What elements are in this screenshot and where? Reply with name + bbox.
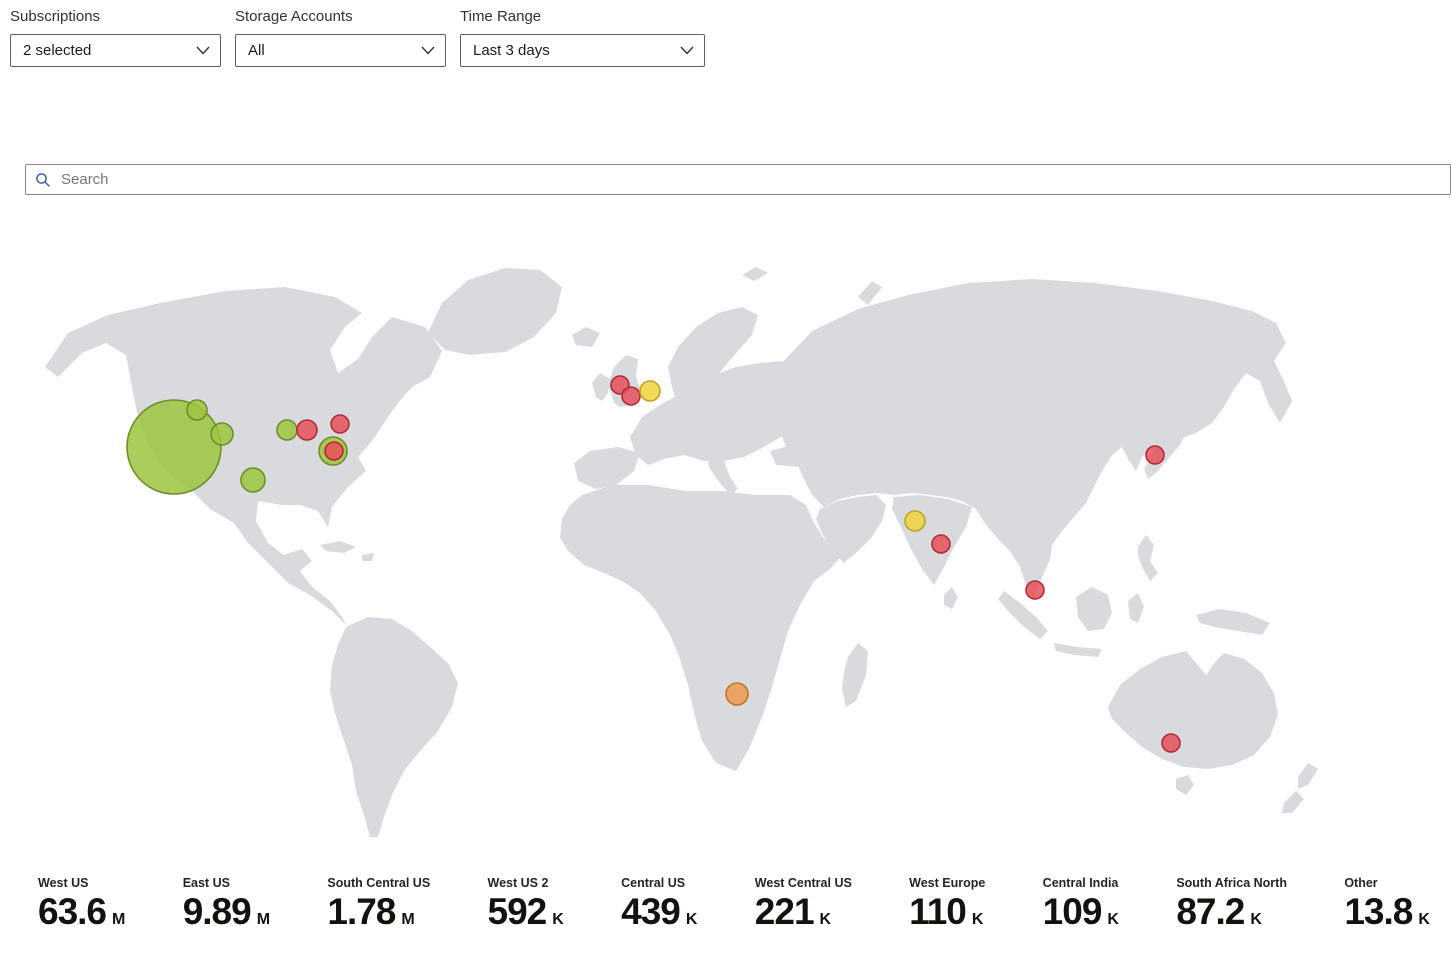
chevron-down-icon xyxy=(196,46,210,55)
metric-item: West Europe 110 K xyxy=(909,876,985,933)
map-bubble-red[interactable] xyxy=(296,419,318,441)
metric-unit: K xyxy=(1250,911,1262,928)
search-bar xyxy=(25,164,1451,195)
time-range-filter: Time Range Last 3 days xyxy=(460,8,705,67)
metric-value: 439 xyxy=(621,891,681,932)
metric-label: Central US xyxy=(621,876,686,890)
metric-value: 63.6 xyxy=(38,891,107,932)
map-bubble-yellow[interactable] xyxy=(904,510,926,532)
subscriptions-dropdown[interactable]: 2 selected xyxy=(10,34,221,67)
filter-bar: Subscriptions 2 selected Storage Account… xyxy=(10,8,705,67)
subscriptions-filter: Subscriptions 2 selected xyxy=(10,8,221,67)
metric-value: 592 xyxy=(487,891,548,932)
metric-value: 221 xyxy=(754,891,815,932)
world-map xyxy=(0,255,1451,870)
map-bubble-green[interactable] xyxy=(186,399,208,421)
metric-label: South Africa North xyxy=(1176,876,1287,890)
metric-value: 110 xyxy=(909,891,967,932)
metric-unit: K xyxy=(1418,911,1430,928)
map-bubble-red[interactable] xyxy=(931,534,951,554)
map-bubble-red[interactable] xyxy=(1025,580,1045,600)
time-range-dropdown[interactable]: Last 3 days xyxy=(460,34,705,67)
map-bubble-green[interactable] xyxy=(210,422,234,446)
metric-label: South Central US xyxy=(327,876,431,890)
metric-item: West Central US 221 K xyxy=(755,876,852,933)
world-map-svg xyxy=(45,267,1318,837)
metric-label: West US xyxy=(38,876,89,890)
search-input[interactable] xyxy=(59,170,1441,189)
metric-unit: K xyxy=(685,911,698,928)
map-bubble-red[interactable] xyxy=(324,441,344,461)
metric-value: 1.78 xyxy=(327,891,396,932)
map-bubble-red[interactable] xyxy=(330,414,350,434)
metric-item: Central US 439 K xyxy=(621,876,697,933)
subscriptions-value: 2 selected xyxy=(23,42,92,59)
metric-label: West Europe xyxy=(909,876,986,890)
metric-label: West Central US xyxy=(754,876,852,890)
region-metrics: West US 63.6 M East US 9.89 M South Centra… xyxy=(38,876,1430,933)
time-range-label: Time Range xyxy=(460,8,542,25)
metric-item: South Africa North 87.2 K xyxy=(1176,876,1287,933)
map-bubble-green[interactable] xyxy=(126,399,222,495)
metric-item: West US 63.6 M xyxy=(38,876,125,933)
metric-unit: K xyxy=(819,911,832,928)
metric-item: East US 9.89 M xyxy=(183,876,270,933)
metric-value: 13.8 xyxy=(1344,891,1413,932)
metric-label: Central India xyxy=(1042,876,1119,890)
search-icon xyxy=(35,172,51,188)
metric-unit: K xyxy=(971,911,984,928)
metric-unit: K xyxy=(1107,911,1119,928)
map-bubble-red[interactable] xyxy=(1145,445,1165,465)
metric-label: West US 2 xyxy=(487,876,549,890)
metric-unit: M xyxy=(112,911,126,928)
metric-label: East US xyxy=(182,876,230,890)
metric-value: 109 xyxy=(1042,891,1103,932)
storage-accounts-filter: Storage Accounts All xyxy=(235,8,446,67)
metric-unit: M xyxy=(256,911,271,928)
storage-accounts-value: All xyxy=(248,42,265,59)
time-range-value: Last 3 days xyxy=(473,42,550,59)
subscriptions-label: Subscriptions xyxy=(10,8,101,25)
storage-accounts-dropdown[interactable]: All xyxy=(235,34,446,67)
storage-accounts-label: Storage Accounts xyxy=(235,8,353,25)
metric-item: South Central US 1.78 M xyxy=(327,876,430,933)
map-bubble-green[interactable] xyxy=(240,467,266,493)
metric-item: West US 2 592 K xyxy=(488,876,564,933)
map-bubble-green[interactable] xyxy=(276,419,298,441)
metric-item: Central India 109 K xyxy=(1043,876,1119,933)
map-landmasses xyxy=(45,267,1318,837)
metric-label: Other xyxy=(1344,876,1378,890)
metric-unit: K xyxy=(552,911,564,928)
map-bubble-red[interactable] xyxy=(621,386,641,406)
map-bubble-yellow[interactable] xyxy=(639,380,661,402)
metric-value: 87.2 xyxy=(1176,891,1245,932)
map-bubble-orange[interactable] xyxy=(725,682,749,706)
chevron-down-icon xyxy=(680,46,694,55)
map-bubble-red[interactable] xyxy=(1161,733,1181,753)
metric-unit: M xyxy=(401,911,415,928)
chevron-down-icon xyxy=(421,46,435,55)
metric-item: Other 13.8 K xyxy=(1344,876,1430,933)
metric-value: 9.89 xyxy=(182,891,252,932)
map-bubbles-layer xyxy=(126,375,1181,753)
